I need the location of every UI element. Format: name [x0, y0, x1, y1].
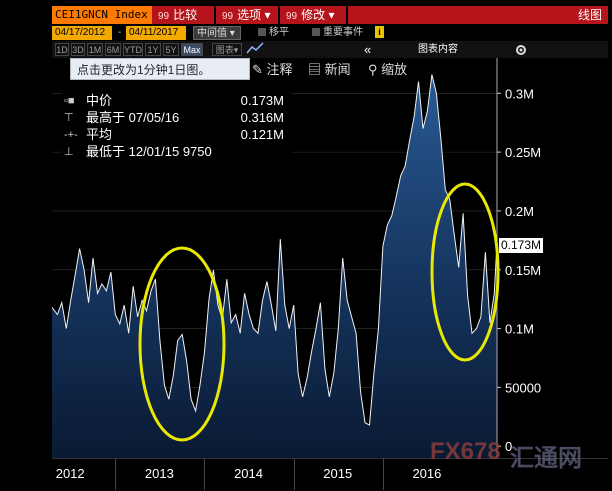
legend-high-value: 0.316M [240, 110, 284, 125]
y-tick-label: 0.3M [505, 86, 534, 101]
period-button-5y[interactable]: 5Y [163, 43, 179, 56]
start-date-input[interactable]: 04/17/2012 [52, 26, 112, 40]
x-tick-label: 2013 [144, 466, 174, 481]
options-label: 选项 [237, 8, 262, 22]
low-marker-icon: ⊥ [64, 146, 74, 158]
info-icon[interactable]: i [375, 26, 384, 38]
legend-avg-value: 0.121M [240, 127, 284, 142]
chart-content-menu[interactable]: 图表内容 [418, 41, 478, 58]
chart-area[interactable]: 0 50000 0.1M 0.15M 0.2M 0.25M 0.3M [52, 58, 608, 458]
high-marker-icon: ⊤ [64, 112, 74, 124]
watermark: FX678 [430, 438, 501, 465]
modify-label: 修改 [301, 8, 326, 22]
period-button-ytd[interactable]: YTD [123, 43, 143, 56]
modify-menu[interactable]: 99 修改 ▾ [280, 6, 346, 24]
average-marker-icon: -+- [64, 129, 78, 141]
current-value-tag: 0.173M [499, 238, 543, 253]
smooth-label: 移平 [269, 27, 289, 38]
compare-menu[interactable]: 99 比较 [152, 6, 214, 24]
period-button-1m[interactable]: 1M [87, 43, 103, 56]
period-button-3d[interactable]: 3D [71, 43, 85, 56]
zoom-label: 缩放 [381, 62, 408, 77]
legend-avg-label: 平均 [86, 127, 113, 142]
menu-number: 99 [158, 11, 170, 22]
period-button-1y[interactable]: 1Y [145, 43, 161, 56]
y-tick-label: 0.15M [505, 263, 541, 278]
year-separator [204, 458, 206, 490]
compare-label: 比较 [173, 8, 198, 22]
zoom-tool[interactable]: ⚲ 缩放 [368, 62, 408, 77]
x-tick-label: 2016 [412, 466, 442, 481]
chart-type-label: 图表 [215, 45, 234, 55]
legend-high-label: 最高于 07/05/16 [86, 110, 180, 125]
menu-number: 99 [222, 11, 234, 22]
mid-value-select[interactable]: 中间值 ▾ [193, 26, 241, 40]
y-tick-label: 0.1M [505, 322, 534, 337]
area-fill [52, 74, 497, 458]
collapse-button[interactable]: « [364, 42, 372, 57]
watermark-text: 汇通网 [510, 445, 582, 472]
options-menu[interactable]: 99 选项 ▾ [216, 6, 278, 24]
legend-low: ⊥ 最低于 12/01/15 9750 [62, 143, 290, 161]
gear-icon[interactable] [514, 41, 530, 58]
y-tick-label: 0.2M [505, 204, 534, 219]
highlight-circle-2017 [430, 182, 500, 362]
news-label: 新闻 [324, 62, 351, 77]
mid-value-label: 中间值 [197, 28, 227, 39]
chart-type-button[interactable]: 图表▾ [212, 43, 242, 56]
year-separator [115, 458, 117, 490]
events-checkbox[interactable]: 重要事件 [312, 26, 363, 40]
legend-mid-value: 0.173M [240, 93, 284, 108]
menu-spacer [348, 6, 520, 24]
square-icon: ▫■ [64, 95, 75, 107]
end-date-input[interactable]: 04/11/2017 [126, 26, 186, 40]
ticker-field[interactable]: CEI1GNCN Index [52, 6, 152, 24]
legend-mid: ▫■ 中价 0.173M [62, 92, 290, 110]
year-separator [293, 458, 295, 490]
legend-avg: -+- 平均 0.121M [62, 126, 290, 144]
legend-low-label: 最低于 12/01/15 9750 [86, 144, 212, 159]
legend-mid-label: 中价 [86, 93, 113, 108]
checkbox-icon [258, 28, 266, 36]
date-separator: - [118, 27, 122, 38]
legend-box: ▫■ 中价 0.173M ⊤ 最高于 07/05/16 0.316M -+- 平均 0.12… [62, 90, 292, 160]
period-button-6m[interactable]: 6M [105, 43, 121, 56]
events-label: 重要事件 [323, 27, 363, 38]
annotate-label: 注释 [266, 62, 293, 77]
y-tick-label: 50000 [505, 380, 541, 395]
y-tick-label: 0 [505, 439, 512, 454]
annotate-tool[interactable]: ✎ 注释 [252, 62, 293, 77]
line-chart-view-label: 线图 [520, 6, 608, 24]
year-separator [382, 458, 384, 490]
news-tool[interactable]: ▤ 新闻 [308, 62, 351, 77]
period-button-max[interactable]: Max [181, 43, 203, 56]
menu-number: 99 [286, 11, 298, 22]
period-button-1d[interactable]: 1D [55, 43, 69, 56]
line-style-icon[interactable] [246, 41, 266, 58]
x-axis [52, 458, 608, 491]
y-tick-label: 0.25M [505, 145, 541, 160]
legend-high: ⊤ 最高于 07/05/16 0.316M [62, 109, 290, 127]
checkbox-icon [312, 28, 320, 36]
x-tick-label: 2012 [55, 466, 85, 481]
chart-content-label: 图表内容 [418, 44, 458, 55]
range-bar [52, 25, 608, 41]
smooth-checkbox[interactable]: 移平 [258, 26, 289, 40]
series-line [52, 74, 498, 426]
x-tick-label: 2014 [234, 466, 263, 481]
highlight-circle-2013 [138, 246, 226, 442]
tooltip: 点击更改为1分钟1日图。 [70, 58, 250, 80]
x-tick-label: 2015 [323, 466, 353, 481]
